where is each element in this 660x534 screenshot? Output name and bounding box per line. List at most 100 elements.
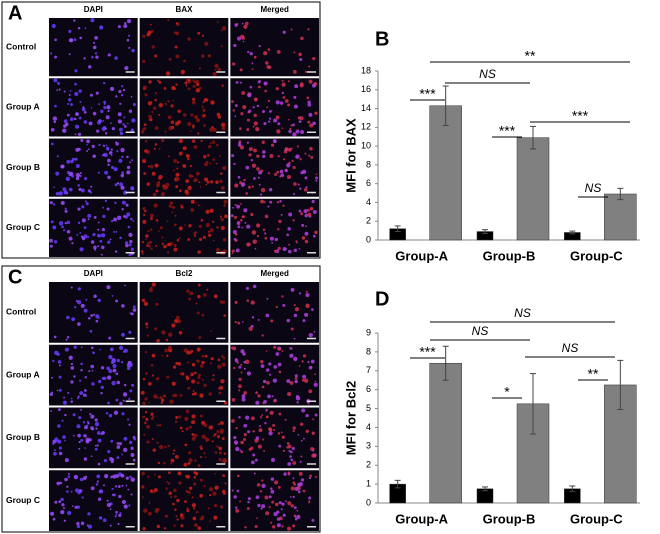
cell-signal: [303, 188, 308, 192]
cell-signal: [64, 209, 68, 213]
cell-signal: [313, 330, 316, 333]
cell-signal: [223, 314, 226, 317]
cell-signal: [218, 446, 223, 451]
cell-signal: [144, 350, 148, 354]
cell-signal: [197, 464, 201, 468]
cell-signal: [64, 439, 66, 442]
cell-signal: [243, 367, 246, 370]
cell-signal: [293, 51, 296, 54]
cell-signal: [287, 462, 292, 466]
cell-signal: [57, 439, 62, 444]
cell-signal: [145, 372, 148, 375]
cell-signal: [82, 106, 85, 109]
cell-signal: [147, 381, 152, 386]
cell-signal: [56, 389, 59, 392]
row-label: Control: [6, 41, 36, 51]
cell-signal: [77, 322, 81, 326]
cell-signal: [199, 493, 203, 498]
cell-signal: [111, 294, 114, 297]
cell-signal: [118, 158, 123, 163]
cell-signal: [147, 511, 152, 516]
cell-signal: [187, 490, 191, 494]
cell-signal: [174, 45, 178, 49]
cell-signal: [234, 104, 238, 107]
cell-signal: [220, 379, 225, 384]
cell-signal: [78, 416, 82, 420]
cell-signal: [188, 297, 191, 301]
cell-signal: [201, 434, 206, 439]
cell-signal: [111, 487, 114, 491]
cell-signal: [307, 361, 310, 364]
cell-signal: [118, 513, 122, 517]
cell-signal: [262, 150, 266, 154]
cell-signal: [262, 228, 266, 232]
cell-signal: [154, 126, 159, 130]
cell-signal: [73, 19, 76, 22]
cell-signal: [107, 158, 111, 163]
cell-signal: [294, 517, 298, 521]
cell-signal: [107, 450, 111, 454]
cell-signal: [116, 358, 120, 363]
cell-signal: [130, 247, 134, 251]
cell-signal: [220, 225, 225, 231]
cell-signal: [261, 334, 264, 337]
cell-signal: [175, 177, 180, 181]
row-label: Group A: [6, 102, 40, 112]
cell-signal: [178, 226, 183, 231]
cell-signal: [78, 187, 82, 191]
y-tick-label: 6: [366, 178, 371, 188]
cell-signal: [110, 122, 112, 124]
y-tick-label: 8: [366, 159, 371, 169]
cell-signal: [308, 501, 311, 504]
cell-signal: [189, 291, 194, 296]
cell-signal: [148, 401, 151, 404]
cell-signal: [253, 148, 257, 153]
cell-signal: [222, 492, 226, 495]
cell-signal: [142, 59, 146, 63]
cell-signal: [238, 384, 242, 389]
cell-signal: [212, 374, 215, 377]
cell-signal: [220, 186, 225, 190]
cell-signal: [92, 45, 97, 50]
cell-signal: [80, 438, 84, 442]
cell-signal: [237, 321, 241, 325]
cell-signal: [112, 363, 117, 369]
cell-signal: [66, 220, 71, 225]
cell-signal: [60, 509, 65, 515]
cell-signal: [299, 83, 304, 88]
cell-signal: [85, 394, 88, 397]
cell-signal: [115, 142, 119, 146]
cell-signal: [232, 109, 235, 112]
cell-signal: [188, 451, 192, 455]
cell-signal: [222, 356, 226, 360]
cell-signal: [288, 243, 291, 246]
cell-signal: [166, 251, 170, 254]
cell-signal: [280, 213, 283, 216]
cell-signal: [182, 146, 187, 151]
cell-signal: [175, 315, 180, 320]
cell-signal: [270, 457, 275, 462]
cell-signal: [140, 250, 144, 253]
cell-signal: [301, 223, 305, 227]
y-tick-label: 9: [366, 327, 371, 337]
cell-signal: [142, 415, 145, 419]
cell-signal: [281, 349, 284, 352]
cell-signal: [144, 209, 147, 213]
cell-signal: [212, 71, 217, 76]
y-tick-label: 8: [366, 346, 371, 356]
cell-signal: [164, 445, 167, 449]
cell-signal: [277, 122, 281, 126]
cell-signal: [271, 241, 273, 244]
cell-signal: [61, 503, 65, 507]
cell-signal: [63, 190, 68, 195]
cell-signal: [221, 362, 226, 367]
cell-signal: [152, 448, 156, 452]
cell-signal: [128, 362, 133, 367]
cell-signal: [108, 413, 113, 418]
cell-signal: [270, 487, 273, 490]
cell-signal: [218, 391, 222, 395]
cell-signal: [114, 485, 118, 488]
cell-signal: [311, 518, 315, 522]
cell-signal: [287, 471, 291, 475]
cell-signal: [125, 203, 129, 207]
